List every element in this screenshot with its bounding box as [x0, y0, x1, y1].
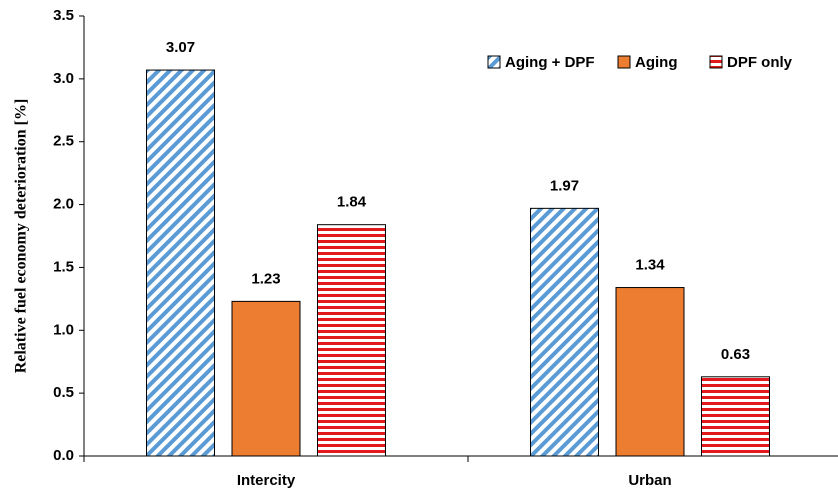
- legend-item: DPF only: [709, 54, 793, 71]
- bar: [701, 376, 770, 457]
- value-label: 1.34: [635, 257, 665, 274]
- legend-label: DPF only: [727, 54, 793, 71]
- bar: [146, 69, 215, 457]
- legend-swatch: [617, 55, 631, 69]
- bar: [530, 207, 599, 457]
- y-axis-label: Relative fuel economy deterioration [%]: [13, 99, 30, 374]
- y-tick-label: 0.0: [53, 447, 74, 464]
- bar: [615, 287, 685, 457]
- y-tick-label: 2.0: [53, 196, 74, 213]
- bar: [231, 300, 301, 457]
- legend-label: Aging: [635, 54, 678, 71]
- x-tick-label: Intercity: [237, 472, 296, 489]
- x-tick-label: Urban: [628, 472, 671, 489]
- legend-item: Aging + DPF: [487, 54, 595, 71]
- y-tick-label: 1.5: [53, 258, 74, 275]
- value-label: 1.84: [337, 194, 367, 211]
- value-label: 1.97: [550, 177, 579, 194]
- value-label: 1.23: [251, 270, 280, 287]
- y-tick-label: 3.5: [53, 7, 74, 24]
- legend-swatch: [487, 55, 501, 69]
- value-label: 3.07: [166, 39, 195, 56]
- y-tick-label: 0.5: [53, 384, 74, 401]
- bar: [317, 224, 386, 457]
- value-label: 0.63: [721, 346, 750, 363]
- legend-label: Aging + DPF: [505, 54, 595, 71]
- y-tick-label: 2.5: [53, 133, 74, 150]
- y-tick-label: 3.0: [53, 70, 74, 87]
- y-tick-label: 1.0: [53, 321, 74, 338]
- legend-swatch: [709, 55, 723, 69]
- legend-item: Aging: [617, 54, 678, 71]
